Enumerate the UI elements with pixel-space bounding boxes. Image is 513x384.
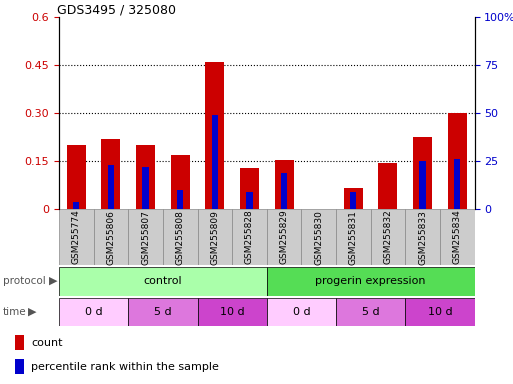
Text: GSM255809: GSM255809 [210,210,220,265]
FancyBboxPatch shape [163,209,198,265]
Bar [108,165,114,209]
Bar [350,192,357,209]
FancyBboxPatch shape [301,209,336,265]
Text: GSM255829: GSM255829 [280,210,289,265]
Bar [136,145,155,209]
Text: GSM255834: GSM255834 [452,210,462,265]
Text: 5 d: 5 d [362,307,380,317]
FancyBboxPatch shape [405,209,440,265]
Text: ▶: ▶ [28,307,37,317]
Text: time: time [3,307,26,317]
FancyBboxPatch shape [336,298,405,326]
FancyBboxPatch shape [198,209,232,265]
FancyBboxPatch shape [232,209,267,265]
FancyBboxPatch shape [267,298,336,326]
Bar [15,335,24,350]
FancyBboxPatch shape [440,209,475,265]
Text: GSM255807: GSM255807 [141,210,150,265]
Bar [281,173,287,209]
Text: 0 d: 0 d [85,307,103,317]
FancyBboxPatch shape [267,209,301,265]
Text: GDS3495 / 325080: GDS3495 / 325080 [57,3,176,16]
Bar [73,202,80,209]
FancyBboxPatch shape [59,209,93,265]
Text: GSM255806: GSM255806 [106,210,115,265]
Text: 0 d: 0 d [292,307,310,317]
Bar [240,168,259,209]
FancyBboxPatch shape [267,267,475,296]
Bar [212,115,218,209]
Text: 10 d: 10 d [427,307,452,317]
FancyBboxPatch shape [405,298,475,326]
Text: control: control [144,276,182,286]
Text: 10 d: 10 d [220,307,245,317]
FancyBboxPatch shape [93,209,128,265]
Text: GSM255831: GSM255831 [349,210,358,265]
Bar [205,62,224,209]
Text: protocol: protocol [3,276,45,286]
Bar [171,155,190,209]
Text: GSM255833: GSM255833 [418,210,427,265]
Bar [379,163,398,209]
Text: 5 d: 5 d [154,307,172,317]
Text: GSM255828: GSM255828 [245,210,254,265]
Bar [344,189,363,209]
Bar [177,190,183,209]
Bar [448,113,467,209]
Bar [143,167,149,209]
Bar [420,161,426,209]
Text: GSM255830: GSM255830 [314,210,323,265]
FancyBboxPatch shape [128,298,198,326]
Text: ▶: ▶ [49,276,57,286]
Bar [454,159,460,209]
FancyBboxPatch shape [370,209,405,265]
Bar [15,359,24,374]
Text: count: count [31,338,63,348]
FancyBboxPatch shape [59,267,267,296]
Text: progerin expression: progerin expression [315,276,426,286]
Bar [413,137,432,209]
FancyBboxPatch shape [336,209,370,265]
Text: percentile rank within the sample: percentile rank within the sample [31,362,220,372]
Bar [102,139,121,209]
Text: GSM255808: GSM255808 [175,210,185,265]
Bar [67,145,86,209]
FancyBboxPatch shape [198,298,267,326]
Text: GSM255832: GSM255832 [383,210,392,265]
Bar [246,192,252,209]
FancyBboxPatch shape [128,209,163,265]
FancyBboxPatch shape [59,298,128,326]
Text: GSM255774: GSM255774 [72,210,81,265]
Bar [274,160,293,209]
